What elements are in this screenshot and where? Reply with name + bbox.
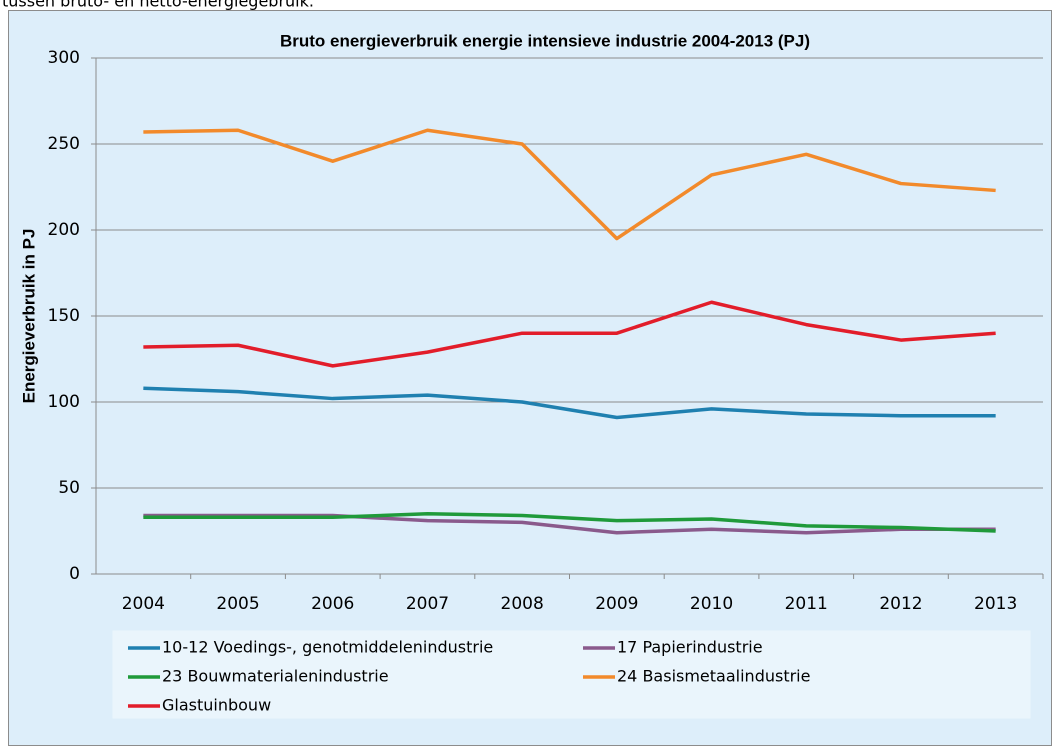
x-tick-label: 2010 xyxy=(690,594,733,614)
x-tick-label: 2008 xyxy=(501,594,544,614)
legend-label: Glastuinbouw xyxy=(162,696,271,715)
legend-label: 24 Basismetaalindustrie xyxy=(617,667,810,686)
y-tick-label: 100 xyxy=(48,392,80,412)
y-tick-label: 300 xyxy=(48,48,80,68)
y-tick-label: 150 xyxy=(48,306,80,326)
x-tick-label: 2011 xyxy=(785,594,828,614)
legend-label: 23 Bouwmaterialenindustrie xyxy=(162,667,389,686)
chart-title: Bruto energieverbruik energie intensieve… xyxy=(280,31,810,50)
y-tick-label: 250 xyxy=(48,134,80,154)
legend xyxy=(112,630,1031,719)
y-tick-label: 50 xyxy=(58,478,80,498)
y-tick-label: 200 xyxy=(48,220,80,240)
x-tick-label: 2012 xyxy=(879,594,922,614)
series-line xyxy=(143,512,996,533)
x-tick-label: 2013 xyxy=(974,594,1017,614)
x-tick-label: 2009 xyxy=(595,594,638,614)
x-tick-label: 2006 xyxy=(311,594,354,614)
series-line xyxy=(143,386,996,420)
x-tick-label: 2007 xyxy=(406,594,449,614)
y-tick-label: 0 xyxy=(69,564,80,584)
series-line xyxy=(143,300,996,368)
series-line xyxy=(143,128,996,241)
y-axis-label: Energieverbruik in PJ xyxy=(19,229,38,404)
legend-label: 17 Papierindustrie xyxy=(617,638,763,657)
x-tick-label: 2005 xyxy=(216,594,259,614)
legend-label: 10-12 Voedings-, genotmiddelenindustrie xyxy=(162,638,493,657)
x-tick-label: 2004 xyxy=(122,594,165,614)
header-text: tussen bruto- en netto-energiegebruik. xyxy=(2,0,314,11)
